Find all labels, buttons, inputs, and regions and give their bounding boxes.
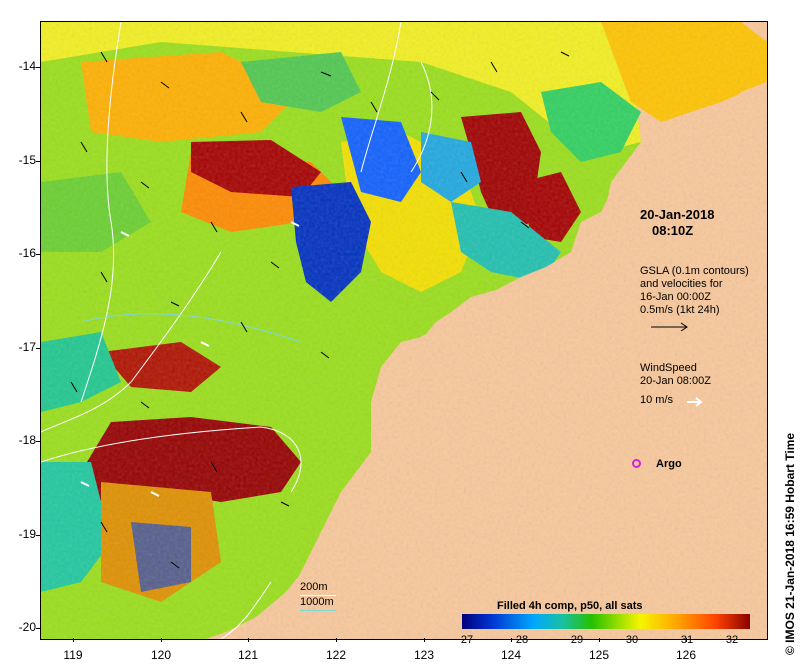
x-tick-label: 124 [500,648,522,662]
wind-line: 10 m/s [640,394,674,406]
snapshot-time: 20-Jan-2018 08:10Z [640,207,714,239]
gsla-legend: GSLA (0.1m contours) and velocities for … [640,265,749,317]
x-tick-mark [511,638,512,642]
gsla-line: GSLA (0.1m contours) [640,265,749,277]
depth-1000-label: 1000m [300,596,334,608]
x-tick-label: 119 [63,648,83,662]
x-tick-mark [73,638,74,642]
depth-200-line [300,595,336,596]
y-tick-mark [36,161,40,162]
snapshot-date: 20-Jan-2018 [640,207,715,222]
sst-map [40,21,768,640]
y-tick-mark [36,67,40,68]
depth-200-label: 200m [300,581,328,593]
wind-legend: WindSpeed 20-Jan 08:00Z 10 m/s [640,362,711,407]
depth-1000-line [300,610,336,611]
gsla-line: 16-Jan 00:00Z [640,291,711,303]
y-tick-mark [36,628,40,629]
x-tick-label: 121 [237,648,259,662]
y-tick-label: -20 [18,620,36,634]
x-tick-label: 120 [150,648,172,662]
gsla-line: 0.5m/s (1kt 24h) [640,304,720,316]
y-tick-label: -15 [18,153,36,167]
x-tick-label: 123 [413,648,435,662]
gsla-line: and velocities for [640,278,723,290]
x-tick-label: 125 [588,648,610,662]
wind-line: WindSpeed [640,362,697,374]
y-tick-mark [36,254,40,255]
x-tick-label: 126 [675,648,697,662]
y-tick-mark [36,535,40,536]
y-tick-mark [36,441,40,442]
y-tick-label: -16 [18,246,36,260]
wind-line: 20-Jan 08:00Z [640,375,711,387]
x-tick-mark [424,638,425,642]
colorbar-title: Filled 4h comp, p50, all sats [497,600,643,612]
x-tick-mark [599,638,600,642]
colorbar-tick: 27 [460,634,474,646]
colorbar-tick: 31 [680,634,694,646]
x-tick-mark [248,638,249,642]
argo-label: Argo [656,458,682,470]
y-tick-label: -17 [18,340,36,354]
depth-legend: 200m 1000m [300,581,334,609]
imos-credit: © IMOS 21-Jan-2018 16:59 Hobart Time [783,432,797,655]
colorbar-tick: 28 [515,634,529,646]
y-tick-label: -18 [18,433,36,447]
x-tick-mark [336,638,337,642]
x-tick-label: 122 [325,648,347,662]
y-tick-mark [36,348,40,349]
colorbar-tick: 30 [625,634,639,646]
snapshot-clock: 08:10Z [652,223,694,238]
argo-marker-icon [632,459,641,468]
x-tick-mark [686,638,687,642]
colorbar-tick: 32 [725,634,739,646]
sst-field [41,22,767,639]
colorbar [462,614,750,629]
colorbar-tick: 29 [570,634,584,646]
y-tick-label: -19 [18,527,36,541]
y-tick-label: -14 [18,59,36,73]
x-tick-mark [161,638,162,642]
